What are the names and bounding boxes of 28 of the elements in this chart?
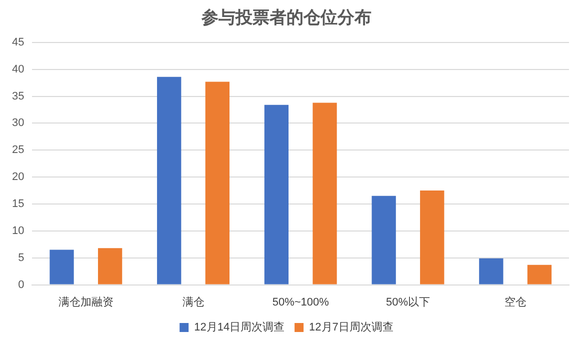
bar (98, 248, 122, 284)
y-tick-label: 25 (12, 144, 24, 156)
y-tick-label: 10 (12, 224, 24, 237)
y-tick-label: 35 (12, 90, 24, 102)
bar (372, 196, 396, 284)
x-tick-label: 满仓 (182, 295, 204, 308)
x-tick-label: 50%以下 (386, 295, 430, 308)
bar (157, 76, 182, 284)
y-tick-label: 15 (12, 198, 24, 210)
y-tick-label: 5 (18, 252, 24, 264)
x-tick-label: 50%~100% (272, 296, 330, 308)
y-tick-label: 0 (18, 278, 24, 291)
bar (420, 190, 444, 284)
chart-title: 参与投票者的仓位分布 (200, 8, 372, 27)
bar (50, 250, 74, 284)
y-tick-label: 20 (12, 171, 24, 184)
y-tick-label: 30 (12, 117, 24, 130)
legend-label: 12月7日周次调查 (309, 320, 394, 334)
bar (264, 104, 289, 284)
legend-label: 12月14日周次调查 (194, 320, 285, 334)
bar (205, 82, 230, 284)
bar (479, 258, 504, 284)
y-tick-label: 40 (12, 63, 24, 76)
bar (312, 102, 337, 284)
x-tick-label: 空仓 (504, 295, 526, 308)
bar (527, 264, 552, 284)
x-tick-label: 满仓加融资 (58, 295, 114, 308)
y-tick-label: 45 (12, 36, 24, 48)
